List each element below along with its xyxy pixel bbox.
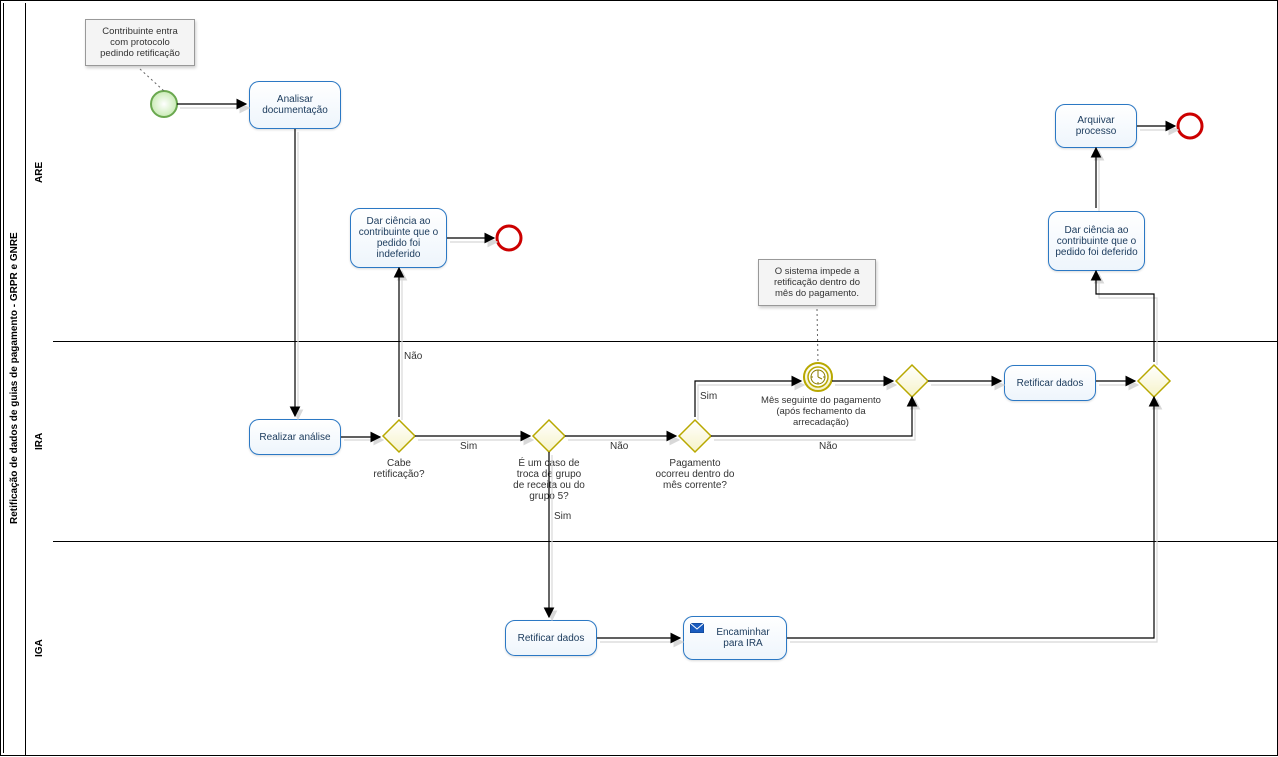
gateway-pag xyxy=(679,420,711,452)
task-realizar-analise: Realizar análise xyxy=(249,419,341,455)
pool-label: Retificação de dados de guias de pagamen… xyxy=(3,3,25,753)
gateway-label-cabe: Cabe retificação? xyxy=(368,458,430,480)
start-event xyxy=(151,91,177,117)
edge-label-sim: Sim xyxy=(700,391,717,402)
lane-label-ira: IRA xyxy=(25,341,53,541)
timer-event-label: Mês seguinte do pagamento (após fechamen… xyxy=(756,395,886,428)
lane-label-are: ARE xyxy=(25,3,53,341)
gateway-label-pagamento: Pagamento ocorreu dentro do mês corrente… xyxy=(655,458,735,491)
edge-label-nao: Não xyxy=(404,351,422,362)
gateway-label-troca: É um caso de troca de grupo de receita o… xyxy=(511,458,587,502)
edge-merge2-darciencia-def xyxy=(1096,271,1154,362)
lane-separator xyxy=(53,541,1277,542)
edge-label-sim: Sim xyxy=(460,441,477,452)
clock-icon xyxy=(811,370,825,384)
edge-encaminhar-merge2 xyxy=(787,397,1154,638)
edge-label-nao: Não xyxy=(819,441,837,452)
timer-event-outer xyxy=(804,363,832,391)
edge-label-sim: Sim xyxy=(554,511,571,522)
gateway-cabe xyxy=(383,420,415,452)
edge-label-nao: Não xyxy=(610,441,628,452)
bpmn-canvas: Retificação de dados de guias de pagamen… xyxy=(0,0,1278,756)
lane-separator xyxy=(53,341,1277,342)
assoc-sistema xyxy=(817,309,818,363)
annotation-sistema: O sistema impede a retificação dentro do… xyxy=(758,259,876,306)
task-retificar-dados-ira: Retificar dados xyxy=(1004,365,1096,401)
end-event-arquivar xyxy=(1178,114,1202,138)
annotation-protocolo: Contribuinte entra com protocolo pedindo… xyxy=(85,19,195,66)
task-analisar-documentacao: Analisar documentação xyxy=(249,81,341,129)
gateway-merge-1 xyxy=(896,365,928,397)
envelope-icon xyxy=(690,623,704,633)
task-encaminhar-label: Encaminhar para IRA xyxy=(706,627,780,649)
gateway-merge-2 xyxy=(1138,365,1170,397)
task-dar-ciencia-indeferido: Dar ciência ao contribuinte que o pedido… xyxy=(350,208,447,268)
end-event-indeferido xyxy=(497,226,521,250)
lane-label-iga: IGA xyxy=(25,541,53,755)
timer-event-inner xyxy=(808,367,828,387)
task-retificar-dados-iga: Retificar dados xyxy=(505,620,597,656)
gateway-troca xyxy=(533,420,565,452)
task-dar-ciencia-deferido: Dar ciência ao contribuinte que o pedido… xyxy=(1048,211,1145,271)
task-encaminhar-para-ira: Encaminhar para IRA xyxy=(683,616,787,660)
task-arquivar-processo: Arquivar processo xyxy=(1055,104,1137,148)
assoc-protocolo xyxy=(140,69,164,91)
